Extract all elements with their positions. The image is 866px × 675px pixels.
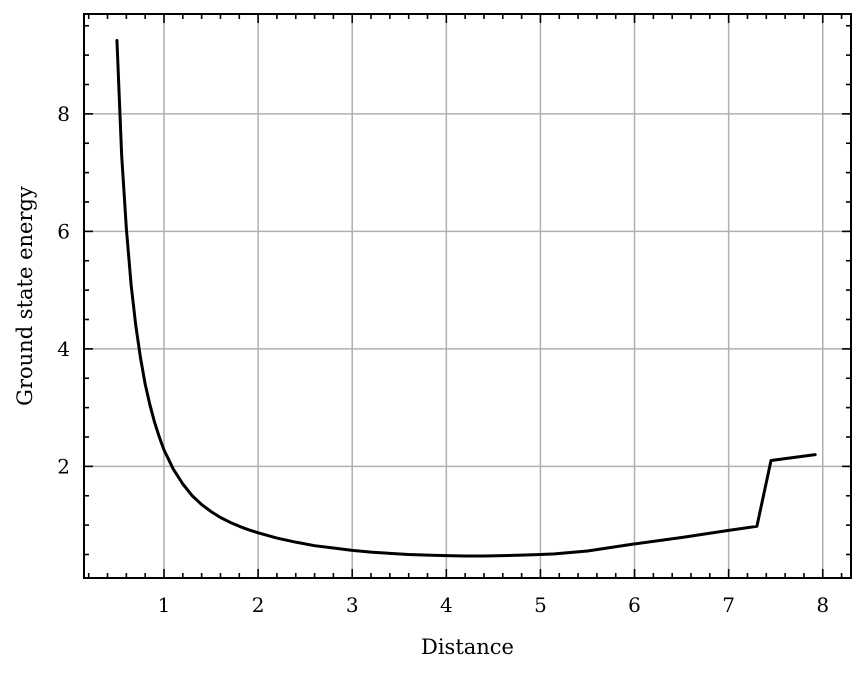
x-tick-label: 5: [534, 593, 547, 617]
y-axis-label: Ground state energy: [13, 186, 37, 406]
series-line: [115, 38, 817, 558]
x-axis-label: Distance: [421, 635, 514, 659]
x-tick-label: 6: [628, 593, 641, 617]
y-tick-label: 2: [57, 454, 70, 478]
y-tick-labels: 2 4 6 8: [57, 102, 70, 479]
x-tick-label: 2: [252, 593, 265, 617]
grid: [84, 14, 851, 578]
x-tick-label: 3: [346, 593, 359, 617]
series-group: [115, 38, 817, 558]
x-tick-label: 7: [722, 593, 735, 617]
plot-frame: [83, 13, 852, 579]
x-tick-labels: 1 2 3 4 5 6 7 8: [158, 593, 830, 617]
x-tick-label: 8: [816, 593, 829, 617]
x-tick-label: 1: [158, 593, 171, 617]
y-tick-label: 8: [57, 102, 70, 126]
y-tick-label: 6: [57, 219, 70, 243]
y-tick-label: 4: [57, 337, 70, 361]
x-tick-label: 4: [440, 593, 453, 617]
